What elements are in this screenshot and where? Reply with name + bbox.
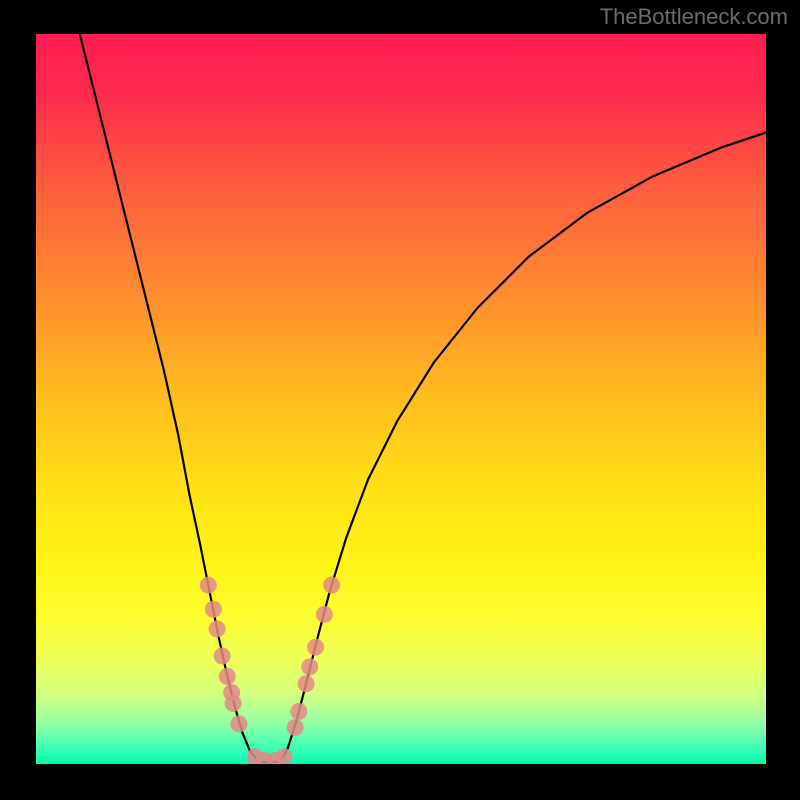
watermark-text: TheBottleneck.com xyxy=(600,4,788,30)
marker-dot xyxy=(301,658,318,675)
plot-area xyxy=(36,34,766,764)
marker-dot xyxy=(276,748,293,764)
marker-dot xyxy=(225,695,242,712)
marker-dot xyxy=(214,647,231,664)
marker-dot xyxy=(323,577,340,594)
marker-dot xyxy=(200,577,217,594)
marker-dot xyxy=(230,715,247,732)
v-curve xyxy=(80,34,766,762)
marker-dot xyxy=(307,639,324,656)
chart-overlay xyxy=(36,34,766,764)
marker-dot xyxy=(316,606,333,623)
marker-dot xyxy=(290,703,307,720)
marker-dot xyxy=(219,668,236,685)
marker-dot xyxy=(287,719,304,736)
marker-dot xyxy=(209,620,226,637)
scatter-markers xyxy=(200,577,340,764)
marker-dot xyxy=(298,675,315,692)
marker-dot xyxy=(205,601,222,618)
chart-container: TheBottleneck.com xyxy=(0,0,800,800)
